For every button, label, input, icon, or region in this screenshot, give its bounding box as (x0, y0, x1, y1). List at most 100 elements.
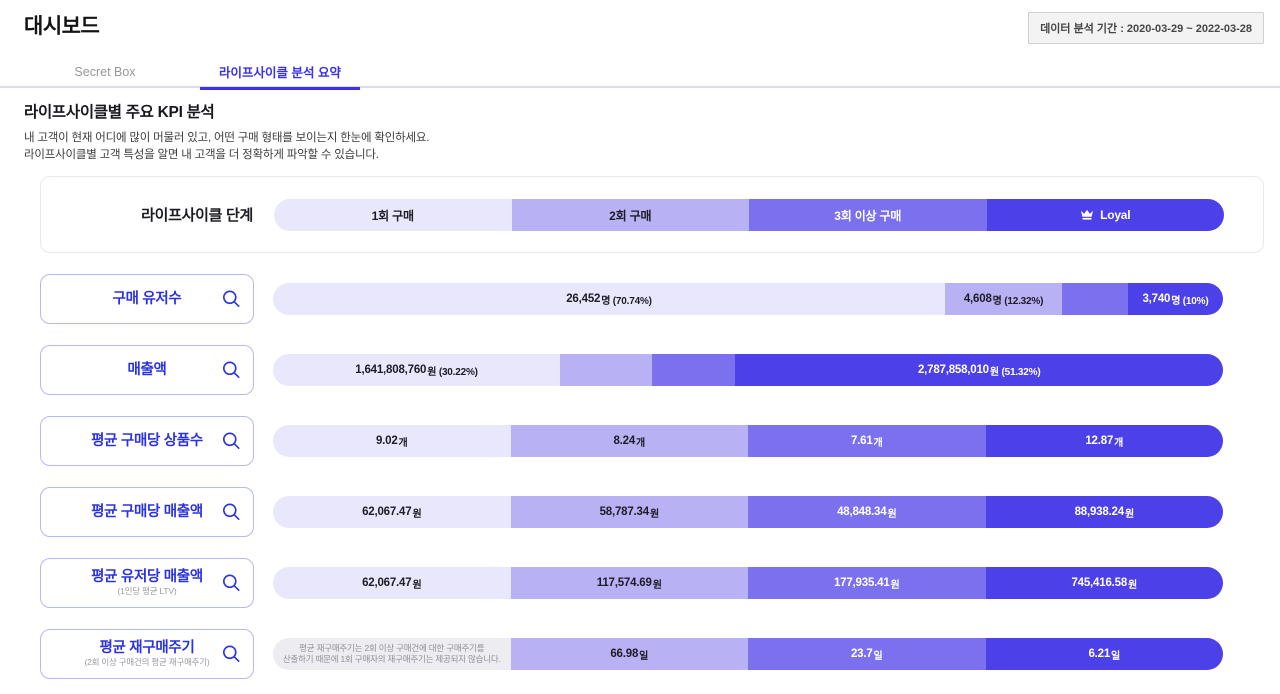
segment-unit: 일 (639, 650, 649, 662)
segment-value: 2,787,858,010 (917, 364, 989, 376)
kpi-label-text: 평균 구매당 상품수 (91, 433, 203, 450)
segment-unit: 원 (649, 508, 659, 520)
kpi-label-box-purchase-users[interactable]: 구매 유저수 (40, 274, 254, 324)
bar-segment: 745,416.58 원 (985, 567, 1223, 599)
kpi-label: 평균 유저당 매출액 (91, 568, 203, 585)
segment-unit: 원 (51.32%) (989, 366, 1041, 378)
bar-segment: 7.61 개 (748, 425, 986, 457)
magnifier-icon[interactable] (222, 574, 241, 593)
bar-segment: 23.7 일 (748, 638, 986, 670)
magnifier-icon[interactable] (222, 645, 241, 664)
bar-segment: 88,938.24 원 (985, 496, 1223, 528)
kpi-label-box-revenue[interactable]: 매출액 (40, 345, 254, 395)
magnifier-icon[interactable] (222, 432, 241, 451)
segment-value: 745,416.58 (1071, 577, 1128, 589)
section-description-line1: 내 고객이 현재 어디에 많이 머물러 있고, 어떤 구매 형태를 보이는지 한… (24, 132, 430, 144)
segment-unit: 원 (890, 579, 900, 591)
tab-lifecycle-summary[interactable]: 라이프사이클 분석 요약 (200, 55, 360, 90)
kpi-label-box-avg-revenue-per-purchase[interactable]: 평균 구매당 매출액 (40, 487, 254, 537)
kpi-label: 평균 구매당 매출액 (91, 503, 203, 520)
bar-segment: 3,740 명 (10%) (1127, 283, 1223, 315)
analysis-period-badge: 데이터 분석 기간 : 2020-03-29 ~ 2022-03-28 (1028, 12, 1264, 44)
segment-unit: 원 (1124, 508, 1134, 520)
kpi-label-text: 평균 재구매주기 (2회 이상 구매건의 평균 재구매주기) (84, 640, 209, 668)
crown-icon (1080, 209, 1094, 221)
segment-value: 88,938.24 (1074, 506, 1125, 518)
tab-bar: Secret Box 라이프사이클 분석 요약 (0, 55, 1280, 90)
page-title: 대시보드 (24, 15, 100, 38)
segment-value: 62,067.47 (362, 506, 412, 518)
segment-unit: 일 (873, 650, 883, 662)
segment-unit: 개 (1114, 437, 1124, 449)
segment-unit: 원 (887, 508, 897, 520)
bar-segment: 66.98 일 (510, 638, 748, 670)
segment-value: 6.21 (1088, 648, 1111, 660)
segment-unit: 개 (873, 437, 883, 449)
segment-value: 7.61 (850, 435, 873, 447)
bar-segment: 177,935.41 원 (748, 567, 986, 599)
kpi-rows: 구매 유저수 26,452 명 (70.74%) 4,608 명 (12.32%) 3… (0, 274, 1280, 694)
note-line: 평균 재구매주기는 2회 이상 구매건에 대한 구매주기를 (299, 643, 485, 653)
magnifier-icon[interactable] (222, 290, 241, 309)
kpi-row-purchase-users: 구매 유저수 26,452 명 (70.74%) 4,608 명 (12.32%) 3… (0, 274, 1280, 324)
segment-value: 3,740 (1142, 293, 1171, 305)
bar-segment: 12.87 개 (985, 425, 1223, 457)
bar-segment (652, 354, 736, 386)
kpi-label-text: 평균 구매당 매출액 (91, 504, 203, 521)
segment-unit: 일 (1111, 650, 1121, 662)
segment-value: 58,787.34 (599, 506, 650, 518)
kpi-row-revenue: 매출액 1,641,808,760 원 (30.22%) 2,787,858,010… (0, 345, 1280, 395)
segment-value: 8.24 (613, 435, 636, 447)
kpi-bar-avg-items-per-purchase: 9.02 개 8.24 개 7.61 개 12.87 개 (273, 425, 1223, 457)
magnifier-icon[interactable] (222, 361, 241, 380)
segment-unit: 개 (398, 437, 408, 449)
segment-unit: 명 (70.74%) (601, 295, 652, 307)
kpi-label-box-avg-repurchase-cycle[interactable]: 평균 재구매주기 (2회 이상 구매건의 평균 재구매주기) (40, 629, 254, 679)
kpi-row-avg-revenue-per-purchase: 평균 구매당 매출액 62,067.47 원 58,787.34 원 48,848.3… (0, 487, 1280, 537)
segment-value: 4,608 (963, 293, 992, 305)
kpi-label-text: 매출액 (127, 362, 166, 379)
kpi-bar-avg-repurchase-cycle: 평균 재구매주기는 2회 이상 구매건에 대한 구매주기를 산출하기 때문에 1회… (273, 638, 1223, 670)
kpi-bar-avg-revenue-per-user: 62,067.47 원 117,574.69 원 177,935.41 원 745,4… (273, 567, 1223, 599)
stage-segment-3: 3회 이상 구매 (749, 199, 987, 231)
kpi-label-box-avg-revenue-per-user[interactable]: 평균 유저당 매출액 (1인당 평균 LTV) (40, 558, 254, 608)
bar-segment: 26,452 명 (70.74%) (273, 283, 946, 315)
section-title: 라이프사이클별 주요 KPI 분석 (24, 104, 215, 121)
kpi-sublabel: (1인당 평균 LTV) (117, 586, 177, 597)
segment-value: 26,452 (566, 293, 601, 305)
segment-value: 177,935.41 (833, 577, 890, 589)
segment-value: 117,574.69 (596, 577, 652, 589)
segment-unit: 원 (412, 508, 422, 520)
stage-segment-label: Loyal (1100, 208, 1131, 222)
bar-segment (1062, 283, 1128, 315)
magnifier-icon[interactable] (222, 503, 241, 522)
tab-secret-box[interactable]: Secret Box (74, 64, 136, 79)
segment-value: 9.02 (375, 435, 398, 447)
kpi-label: 구매 유저수 (112, 290, 182, 307)
lifecycle-stage-box: 라이프사이클 단계 1회 구매 2회 구매 3회 이상 구매 Loyal (40, 176, 1264, 253)
kpi-label: 매출액 (127, 361, 167, 378)
segment-unit: 원 (652, 579, 662, 591)
bar-segment: 9.02 개 (273, 425, 511, 457)
kpi-label-box-avg-items-per-purchase[interactable]: 평균 구매당 상품수 (40, 416, 254, 466)
kpi-sublabel: (2회 이상 구매건의 평균 재구매주기) (84, 657, 210, 668)
bar-segment: 4,608 명 (12.32%) (945, 283, 1063, 315)
segment-value: 66.98 (610, 648, 639, 660)
stage-segment-4: Loyal (986, 199, 1224, 231)
stage-segment-label: 1회 구매 (371, 208, 414, 223)
section-description-line2: 라이프사이클별 고객 특성을 알면 내 고객을 더 정확하게 파악할 수 있습니… (24, 149, 379, 161)
kpi-label: 평균 구매당 상품수 (91, 432, 203, 449)
note-text: 평균 재구매주기는 2회 이상 구매건에 대한 구매주기를 산출하기 때문에 1회… (283, 643, 501, 665)
bar-segment: 48,848.34 원 (748, 496, 986, 528)
kpi-bar-avg-revenue-per-purchase: 62,067.47 원 58,787.34 원 48,848.34 원 88,938.… (273, 496, 1223, 528)
kpi-label: 평균 재구매주기 (99, 639, 195, 656)
segment-value: 12.87 (1085, 435, 1114, 447)
note-line: 산출하기 때문에 1회 구매자의 재구매주기는 제공되지 않습니다. (282, 654, 501, 664)
segment-unit: 원 (1128, 579, 1138, 591)
segment-unit: 명 (12.32%) (992, 295, 1044, 307)
kpi-bar-purchase-users: 26,452 명 (70.74%) 4,608 명 (12.32%) 3,740 명… (273, 283, 1223, 315)
segment-value: 23.7 (850, 648, 873, 660)
bar-segment: 평균 재구매주기는 2회 이상 구매건에 대한 구매주기를 산출하기 때문에 1회… (273, 638, 511, 670)
kpi-label-text: 구매 유저수 (113, 291, 182, 308)
